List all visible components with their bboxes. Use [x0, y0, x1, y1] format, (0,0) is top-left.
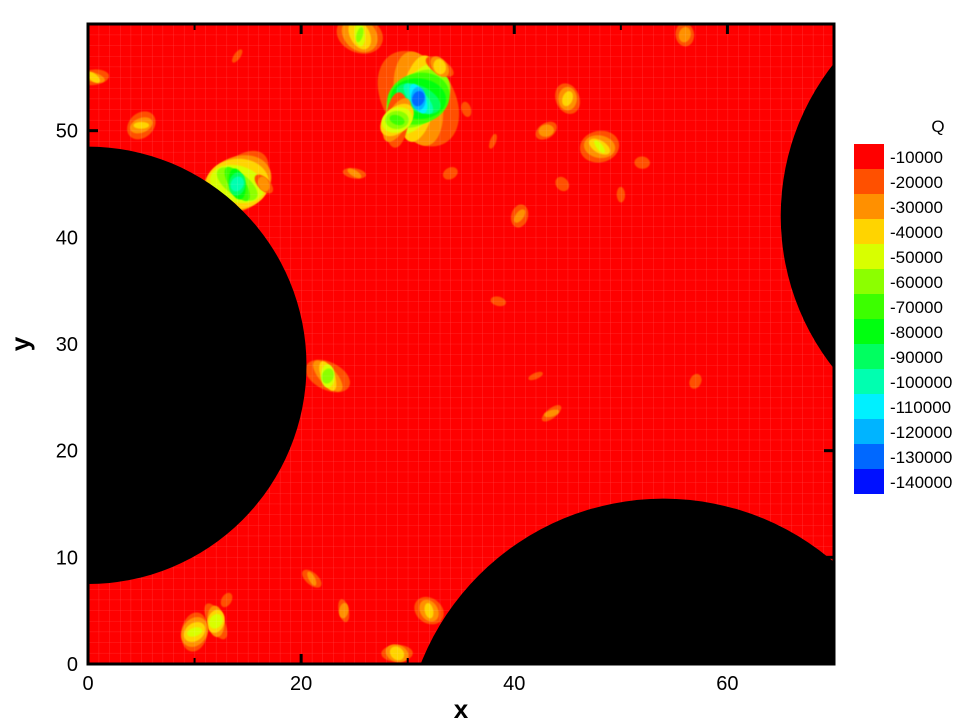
colorbar-label: -130000	[890, 448, 952, 467]
colorbar-entry: -10000	[854, 144, 943, 169]
colorbar-swatch	[854, 269, 884, 294]
colorbar-entries: -10000 -20000 -30000 -40000 -50000 -60000 -700…	[854, 144, 952, 494]
colorbar-label: -100000	[890, 373, 952, 392]
y-tick-label: 30	[56, 334, 78, 356]
colorbar-swatch	[854, 394, 884, 419]
colorbar-legend: Q -10000 -20000 -30000 -40000 -50000 -60000 -7…	[854, 117, 952, 494]
colorbar-entry: -110000	[854, 394, 951, 419]
colorbar-entry: -40000	[854, 219, 943, 244]
colorbar-entry: -120000	[854, 419, 952, 444]
colorbar-swatch	[854, 144, 884, 169]
x-axis-title: x	[454, 694, 469, 724]
y-tick-label: 10	[56, 547, 78, 569]
x-tick-labels: 0 20 40 60	[82, 673, 738, 695]
colorbar-label: -50000	[890, 248, 943, 267]
colorbar-entry: -100000	[854, 369, 952, 394]
colorbar-entry: -140000	[854, 469, 952, 494]
colorbar-swatch	[854, 244, 884, 269]
y-tick-labels: 0 10 20 30 40 50	[56, 121, 78, 676]
colorbar-label: -140000	[890, 473, 952, 492]
colorbar-label: -10000	[890, 148, 943, 167]
colorbar-label: -90000	[890, 348, 943, 367]
colorbar-label: -60000	[890, 273, 943, 292]
colorbar-entry: -70000	[854, 294, 943, 319]
colorbar-entry: -50000	[854, 244, 943, 269]
colorbar-entry: -60000	[854, 269, 943, 294]
colorbar-label: -110000	[890, 398, 951, 417]
colorbar-swatch	[854, 319, 884, 344]
colorbar-swatch	[854, 369, 884, 394]
colorbar-label: -70000	[890, 298, 943, 317]
x-tick-label: 0	[82, 673, 93, 695]
x-tick-label: 20	[290, 673, 312, 695]
colorbar-label: -120000	[890, 423, 952, 442]
y-tick-label: 20	[56, 441, 78, 463]
colorbar-entry: -130000	[854, 444, 952, 469]
x-tick-label: 40	[503, 673, 525, 695]
y-tick-label: 0	[67, 654, 78, 676]
colorbar-swatch	[854, 344, 884, 369]
colorbar-swatch	[854, 194, 884, 219]
colorbar-swatch	[854, 444, 884, 469]
colorbar-swatch	[854, 219, 884, 244]
colorbar-label: -80000	[890, 323, 943, 342]
y-tick-label: 40	[56, 227, 78, 249]
obstacle-circle	[88, 146, 307, 584]
y-tick-label: 50	[56, 121, 78, 143]
colorbar-entry: -90000	[854, 344, 943, 369]
colorbar-swatch	[854, 419, 884, 444]
colorbar-title: Q	[931, 117, 944, 136]
colorbar-label: -40000	[890, 223, 943, 242]
colorbar-swatch	[854, 169, 884, 194]
obstacle-circle	[780, 63, 834, 369]
colorbar-label: -20000	[890, 173, 943, 192]
colorbar-swatch	[854, 469, 884, 494]
obstacle-circle	[420, 498, 834, 664]
y-axis-title: y	[5, 336, 35, 351]
colorbar-swatch	[854, 294, 884, 319]
colorbar-entry: -30000	[854, 194, 943, 219]
colorbar-entry: -80000	[854, 319, 943, 344]
colorbar-entry: -20000	[854, 169, 943, 194]
x-tick-label: 60	[716, 673, 738, 695]
colorbar-label: -30000	[890, 198, 943, 217]
axis-ticks	[86, 24, 834, 666]
